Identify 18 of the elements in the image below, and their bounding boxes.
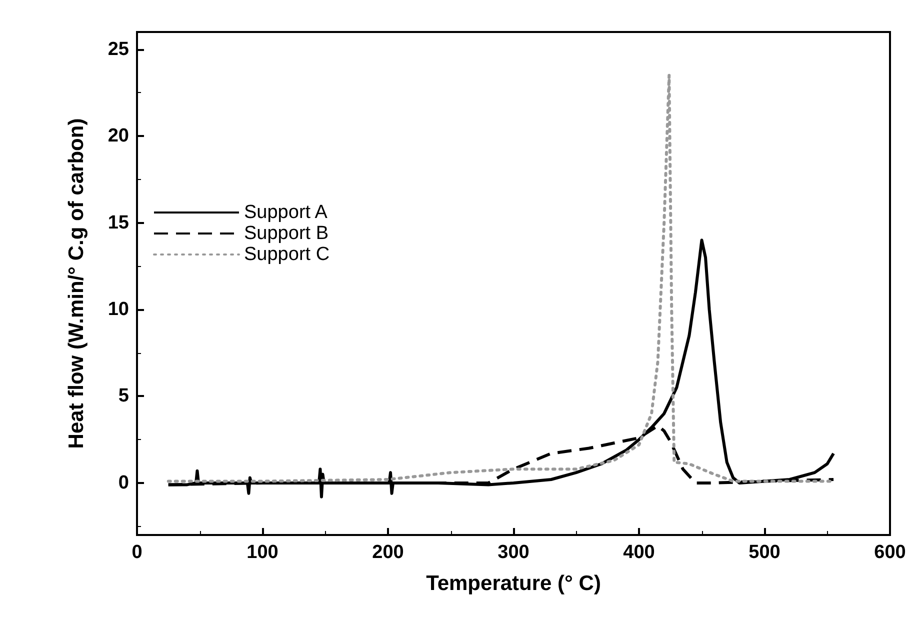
y-tick-label: 5 <box>118 386 130 407</box>
legend-label: Support A <box>244 202 328 223</box>
x-tick-label: 600 <box>874 542 906 563</box>
y-tick-label: 10 <box>108 299 129 320</box>
x-axis-title: Temperature (° C) <box>426 572 601 595</box>
x-tick-label: 300 <box>498 542 530 563</box>
x-tick-label: 0 <box>132 542 142 563</box>
x-tick-label: 500 <box>748 542 780 563</box>
y-tick-label: 15 <box>108 212 130 234</box>
x-tick-label: 100 <box>246 542 278 563</box>
x-tick-label: 400 <box>623 542 655 563</box>
legend-label: Support C <box>244 244 330 265</box>
x-tick-label: 200 <box>372 542 404 563</box>
legend-label: Support B <box>244 223 328 244</box>
y-tick-label: 0 <box>118 472 129 494</box>
y-tick-label: 20 <box>108 126 129 147</box>
y-tick-label: 25 <box>108 38 130 60</box>
y-axis-title: Heat flow (W.min/° C.g of carbon) <box>65 118 88 449</box>
